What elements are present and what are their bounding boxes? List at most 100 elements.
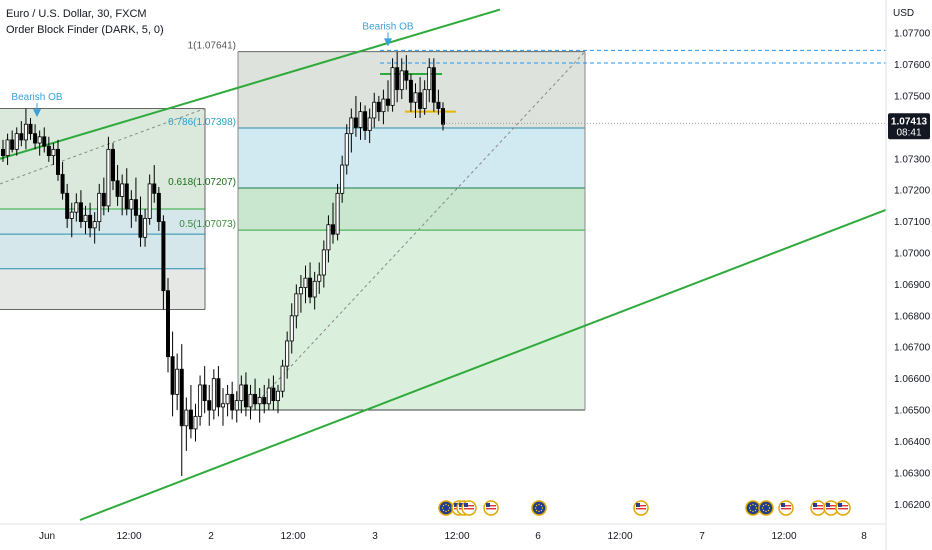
candle: [143, 209, 148, 247]
eu-star: [752, 510, 754, 513]
eu-star: [538, 510, 540, 513]
candle-body: [303, 277, 308, 288]
candle: [413, 83, 418, 118]
y-tick-label: 1.06300: [894, 468, 931, 479]
candle: [74, 193, 79, 222]
candle-body: [239, 384, 244, 402]
indicator-title[interactable]: Order Block Finder (DARK, 5, 0): [6, 24, 164, 36]
candle-body: [133, 199, 138, 216]
candle: [308, 262, 313, 304]
eu-star: [445, 503, 447, 506]
candle-body: [372, 101, 377, 119]
candle-body: [335, 192, 340, 235]
candle-body: [353, 117, 358, 128]
us-stripe: [838, 508, 848, 510]
us-stripe: [838, 505, 848, 507]
candle-body: [0, 148, 6, 157]
candle-body: [321, 249, 326, 276]
candle-body: [60, 174, 65, 194]
candle-body: [230, 393, 235, 411]
fib-label-1: 0.786(1.07398): [168, 117, 236, 128]
symbol-title[interactable]: Euro / U.S. Dollar, 30, FXCM: [6, 8, 147, 20]
us-stripe: [826, 505, 836, 507]
candle-body: [92, 221, 97, 229]
eu-star: [447, 509, 450, 512]
candle: [23, 108, 28, 150]
last-price-tag: [888, 113, 930, 140]
eu-star: [765, 503, 767, 506]
eu-star: [749, 509, 752, 512]
candle-body: [363, 111, 368, 131]
candle: [230, 381, 235, 420]
candle-body: [143, 218, 148, 238]
candle-body: [266, 387, 271, 405]
eu-star: [538, 503, 540, 506]
x-tick-label: 8: [861, 531, 867, 542]
candle-body: [220, 403, 225, 408]
eu-star: [441, 507, 444, 509]
candle-body: [33, 133, 38, 144]
candle: [431, 58, 436, 112]
candle-body: [46, 145, 51, 157]
fib-label-2: 0.618(1.07207): [168, 177, 236, 188]
candle: [436, 89, 441, 115]
candle-body: [184, 409, 189, 427]
left-zone-blue: [0, 209, 205, 269]
candle: [188, 384, 193, 439]
candle: [46, 136, 51, 162]
candle: [363, 105, 368, 140]
candle-body: [97, 192, 102, 222]
candle: [19, 121, 24, 147]
candle: [340, 155, 345, 203]
eu-star: [749, 504, 752, 507]
y-tick-label: 1.06500: [894, 406, 931, 417]
y-tick-label: 1.06800: [894, 311, 931, 322]
us-canton: [464, 503, 468, 507]
us-stripe: [813, 508, 823, 510]
candle: [390, 58, 395, 112]
candle: [69, 202, 74, 238]
y-tick-label: 1.06200: [894, 500, 931, 511]
candle: [266, 378, 271, 411]
candle: [111, 143, 116, 191]
event-icon: [778, 500, 794, 516]
left-zone-diagonal: [0, 108, 206, 185]
candle-body: [207, 400, 212, 411]
candle: [88, 202, 93, 238]
candle: [106, 136, 111, 213]
candle: [418, 77, 423, 118]
eu-star: [765, 510, 767, 513]
candle: [220, 388, 225, 426]
candle-body: [395, 67, 400, 91]
candle-body: [234, 400, 239, 411]
eu-star: [540, 509, 543, 512]
event-icon-circle: [438, 500, 454, 516]
channel-lower-line: [79, 208, 889, 521]
candle: [211, 369, 216, 420]
candle-body: [37, 136, 42, 144]
bearish-ob-marker-1: [384, 38, 392, 47]
event-icon: [810, 500, 826, 516]
candle-body: [198, 384, 203, 417]
candle: [385, 80, 390, 112]
candle-body: [78, 202, 83, 222]
candle-body: [285, 340, 290, 367]
eu-star: [767, 504, 770, 507]
candle: [440, 102, 445, 131]
candle-body: [308, 277, 313, 298]
eu-star: [448, 507, 451, 509]
candle: [97, 183, 102, 232]
eu-star: [447, 504, 450, 507]
last-price-countdown: 08:41: [896, 127, 921, 138]
fib-label-0: 1(1.07641): [188, 41, 236, 52]
candle-body: [243, 384, 248, 408]
candle: [101, 177, 106, 216]
candle-body: [271, 387, 276, 402]
y-axis-bg: [886, 0, 932, 550]
us-stripe: [486, 505, 496, 507]
candle: [37, 130, 42, 156]
candle: [349, 108, 354, 153]
last-price-value: 1.07413: [891, 116, 928, 127]
candle: [33, 124, 38, 150]
